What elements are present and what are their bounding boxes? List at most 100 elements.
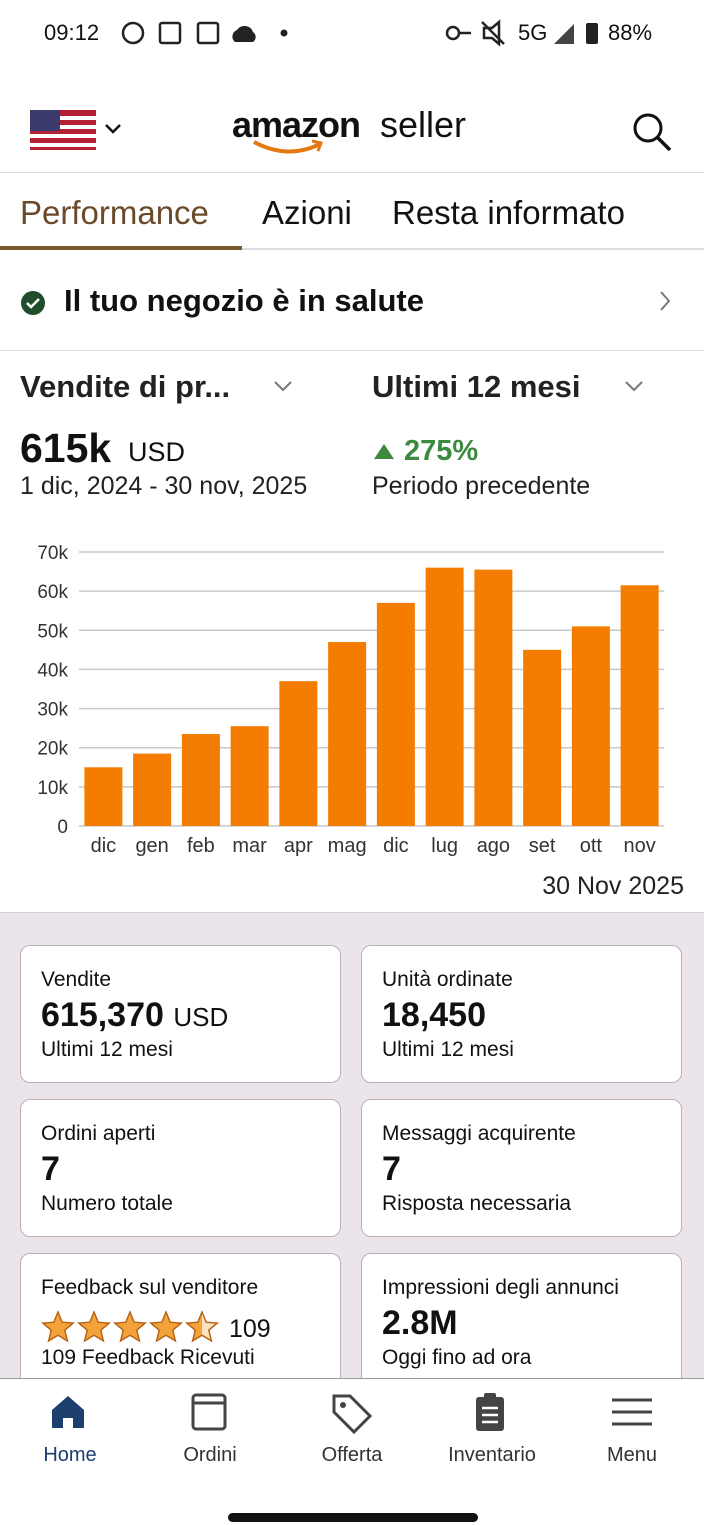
card-value: 18,450 (382, 996, 486, 1034)
header-divider (0, 172, 704, 173)
metric-card[interactable]: Ordini aperti 7 Numero totale (20, 1099, 341, 1237)
rating-count: 109 (229, 1315, 271, 1343)
card-subtitle: Ultimi 12 mesi (382, 1038, 514, 1061)
nav-icon (332, 1394, 373, 1435)
divider (0, 350, 704, 351)
rating-star (184, 1310, 220, 1343)
status-signal (554, 23, 598, 44)
y-tick-label: 70k (37, 543, 68, 564)
y-tick-label: 50k (37, 621, 68, 642)
date-range: 1 dic, 2024 - 30 nov, 2025 (20, 472, 308, 500)
period-selector[interactable]: Ultimi 12 mesi (372, 369, 581, 404)
metric-card[interactable]: Impressioni degli annunci 2.8M Oggi fino a… (361, 1253, 682, 1379)
comparison: Periodo precedente (372, 472, 591, 500)
card-value: 7 (382, 1150, 401, 1188)
nav-item[interactable]: Menu (562, 1378, 702, 1488)
rating-star (112, 1310, 148, 1343)
tab-indicator (0, 246, 242, 250)
health-icon (21, 291, 45, 315)
rating-star (148, 1310, 184, 1343)
y-tick-label: 60k (37, 582, 68, 603)
x-tick-label: mag (328, 835, 367, 857)
x-tick-label: nov (624, 835, 656, 857)
nav-item[interactable]: Inventario (422, 1378, 562, 1488)
y-tick-label: 40k (37, 660, 68, 681)
dropdown-chevron (274, 381, 292, 392)
change-arrow (374, 444, 394, 459)
x-tick-label: ott (580, 835, 603, 857)
status-time: 09:12 (44, 20, 100, 45)
card-subtitle: Oggi fino ad ora (382, 1346, 532, 1369)
flag-selector[interactable] (30, 108, 130, 154)
bar (84, 767, 123, 826)
rating-star (41, 1310, 76, 1343)
status-icons (121, 21, 288, 45)
metric-card[interactable]: Feedback sul venditore 109 109 Feedback Ri… (20, 1253, 341, 1379)
nav-icon (476, 1393, 504, 1431)
x-tick-label: mar (232, 835, 267, 857)
card-subtitle: 109 Feedback Ricevuti (41, 1346, 255, 1369)
y-tick-label: 10k (37, 778, 68, 799)
chart-date: 30 Nov 2025 (542, 872, 684, 900)
x-tick-label: gen (135, 835, 168, 857)
nav-icon (612, 1398, 652, 1426)
bar (620, 585, 659, 826)
x-tick-label: feb (187, 835, 215, 857)
nav-icon (52, 1396, 84, 1428)
status-battery: 88% (608, 20, 653, 45)
metric-card[interactable]: Messaggi acquirente 7 Risposta necessaria (361, 1099, 682, 1237)
nav-item[interactable]: Ordini (140, 1378, 280, 1488)
x-tick-label: set (529, 835, 556, 857)
tab-divider (0, 248, 704, 250)
nav-item[interactable]: Home (0, 1378, 140, 1488)
card-subtitle: Ultimi 12 mesi (41, 1038, 173, 1061)
logo-product: seller (380, 104, 467, 145)
status-icons-right (445, 19, 505, 47)
health-text[interactable]: Il tuo negozio è in salute (64, 283, 424, 318)
nav-label: Ordini (183, 1444, 237, 1466)
cards-area: Vendite 615,370 USD Ultimi 12 mesi Unità or… (0, 912, 704, 1379)
logo-smile (253, 139, 324, 154)
bar (376, 602, 415, 826)
card-title: Messaggi acquirente (382, 1122, 576, 1145)
y-tick-label: 20k (37, 739, 68, 760)
tab[interactable]: Azioni (262, 194, 352, 231)
card-title: Vendite (41, 968, 112, 991)
bar (523, 649, 562, 826)
tab[interactable]: Resta informato (392, 194, 625, 231)
nav-label: Menu (606, 1444, 658, 1466)
bar (133, 753, 172, 826)
card-title: Feedback sul venditore (41, 1276, 259, 1299)
y-tick-label: 30k (37, 700, 68, 721)
tab[interactable]: Performance (20, 194, 209, 231)
search-button[interactable] (630, 110, 674, 154)
bar (425, 567, 464, 826)
card-value: 615,370 USD (41, 996, 229, 1034)
card-value: 7 (41, 1150, 60, 1188)
rating-star (76, 1310, 112, 1343)
change-value: 275% (404, 435, 479, 467)
card-subtitle: Risposta necessaria (382, 1192, 572, 1215)
nav-label: Home (43, 1444, 97, 1466)
metric-card[interactable]: Vendite 615,370 USD Ultimi 12 mesi (20, 945, 341, 1083)
metric-selector[interactable]: Vendite di pr... (20, 369, 231, 404)
nav-label: Inventario (448, 1444, 536, 1466)
nav-icon (191, 1393, 227, 1431)
x-tick-label: ago (477, 835, 510, 857)
logo-brand: amazon (232, 104, 361, 145)
card-title: Unità ordinate (382, 968, 513, 991)
metric-card[interactable]: Unità ordinate 18,450 Ultimi 12 mesi (361, 945, 682, 1083)
x-tick-label: apr (284, 835, 313, 857)
card-value: 2.8M (382, 1304, 458, 1342)
bar (230, 726, 269, 826)
x-tick-label: dic (383, 835, 409, 857)
bar (571, 626, 610, 826)
status-network: 5G (518, 20, 548, 45)
total-value: 615k (20, 425, 112, 471)
x-tick-label: dic (91, 835, 117, 857)
nav-item[interactable]: Offerta (282, 1378, 422, 1488)
bar (474, 569, 513, 826)
health-chevron (660, 291, 671, 311)
